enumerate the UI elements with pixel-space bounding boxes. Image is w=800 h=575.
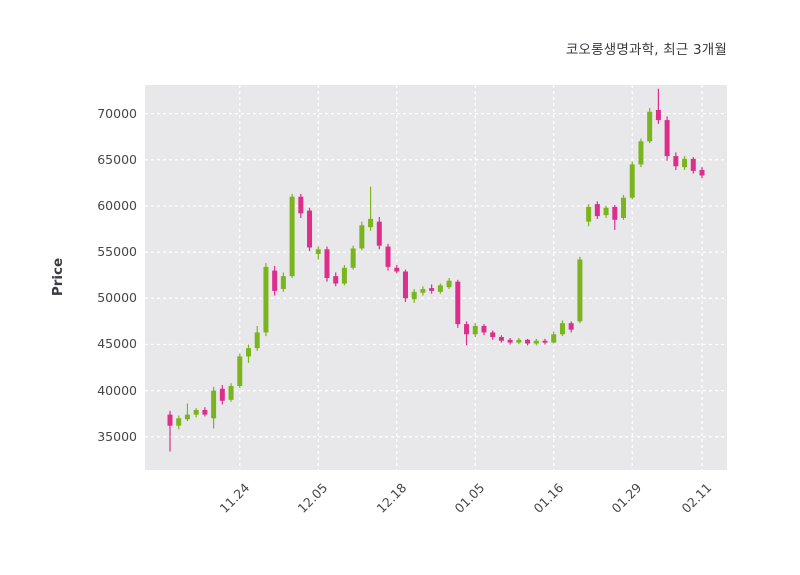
candle-body [237,356,243,386]
y-tick-label: 70000 [97,105,137,121]
candle-body [219,388,225,401]
candle-body [254,332,260,349]
candle-body [559,323,565,335]
candle-body [455,281,461,325]
candle-body [289,196,295,277]
candle-body [272,270,278,291]
candle-body [525,339,531,344]
candle-body [298,196,304,214]
candle-body [682,158,688,168]
candle-body [533,340,539,344]
candle-body [184,414,190,420]
y-tick-label: 55000 [97,244,137,260]
y-tick-label: 45000 [97,336,137,352]
candle-body [263,266,269,333]
candle-body [420,289,426,293]
candle-body [333,276,339,284]
candle-body [307,210,313,248]
candle-body [359,225,365,249]
plot-area [145,85,727,470]
candle-body [481,325,487,333]
chart-title: 코오롱생명과학, 최근 3개월 [565,42,727,58]
candle-body [385,246,391,267]
y-tick-label: 35000 [97,428,137,444]
y-tick-label: 65000 [97,151,137,167]
candle-body [402,271,408,299]
candle-body [490,332,496,338]
candle-body [245,348,251,357]
y-axis-label: Price [50,257,66,297]
candle-body [315,249,321,254]
candle-body [202,409,208,415]
candle-body [429,288,435,291]
candle-body [664,120,670,157]
candle-body [376,221,382,246]
candle-body [498,337,504,341]
candle-body [437,285,443,292]
candle-body [394,267,400,272]
y-tick-label: 50000 [97,290,137,306]
candle-body [690,158,696,171]
candle-body [211,390,217,419]
candle-body [507,339,513,343]
candlestick-plot [145,85,727,470]
candle-body [167,414,173,426]
candle-body [176,418,182,426]
candle-body [621,197,627,218]
candle-body [647,111,653,142]
candle-body [464,324,470,335]
y-tick-label: 60000 [97,197,137,213]
candle-body [594,204,600,217]
candle-body [629,164,635,198]
y-tick-label: 40000 [97,382,137,398]
x-tick-label: 02.11 [678,480,715,516]
x-tick-label: 01.29 [608,480,645,516]
candle-body [568,323,574,330]
candle-body [350,248,356,268]
candle-body [577,259,583,322]
candle-body [368,218,374,228]
x-tick-label: 12.18 [373,480,410,516]
candle-body [638,141,644,165]
candle-body [586,206,592,222]
candle-body [551,334,557,343]
candle-body [612,206,618,220]
candle-body [411,291,417,300]
candle-body [516,339,522,343]
candle-body [228,385,234,400]
x-tick-label: 12.05 [294,480,331,516]
x-tick-label: 01.05 [451,480,488,516]
candle-body [673,156,679,167]
candle-body [193,409,199,415]
candle-body [699,169,705,176]
candle-body [341,267,347,284]
candle-body [655,109,661,121]
candle-body [603,207,609,216]
plot-background [145,85,727,470]
candle-body [542,340,548,343]
x-tick-label: 01.16 [530,480,567,516]
candle-body [446,280,452,288]
x-tick-label: 11.24 [216,480,253,516]
candle-body [324,249,330,278]
candle-body [472,325,478,335]
candle-body [280,276,286,290]
